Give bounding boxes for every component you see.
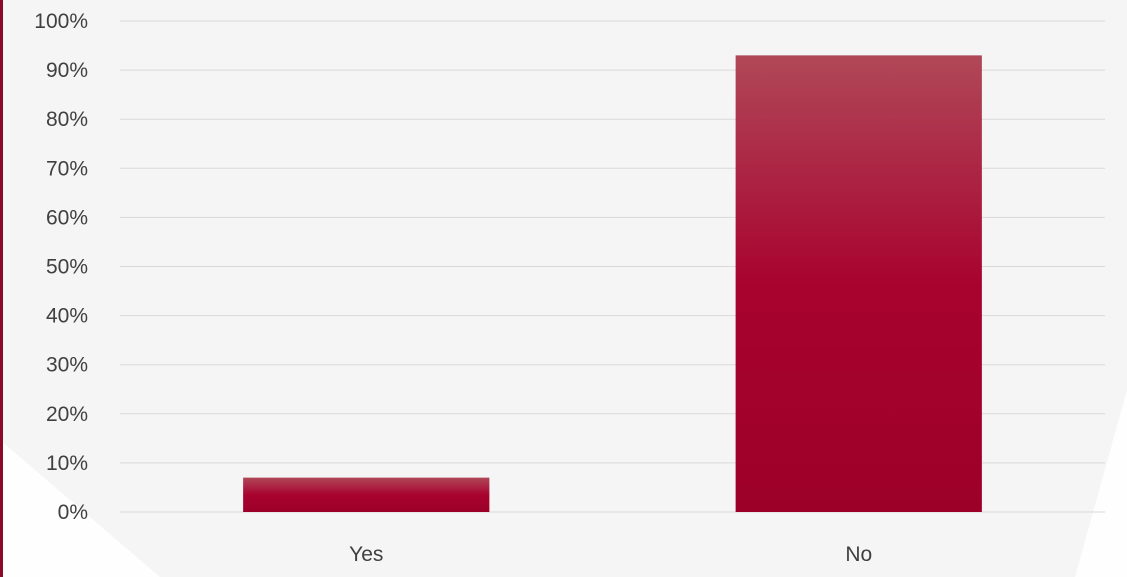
x-axis-categories: Yes No	[349, 543, 872, 566]
y-tick-label: 10%	[46, 452, 88, 475]
bar-no	[735, 55, 982, 513]
y-tick-label: 90%	[46, 59, 88, 82]
y-tick-label: 50%	[46, 256, 88, 279]
y-tick-label: 70%	[46, 157, 88, 180]
y-axis-ticks: 0% 10% 20% 30% 40% 50% 60% 70% 80% 90% 100%	[34, 10, 88, 524]
y-tick-label: 20%	[46, 403, 88, 426]
background-swoosh-right	[1075, 390, 1127, 577]
y-tick-label: 80%	[46, 108, 88, 131]
y-tick-label: 30%	[46, 354, 88, 377]
y-tick-label: 40%	[46, 305, 88, 328]
x-category-label: No	[845, 543, 872, 566]
y-tick-label: 100%	[34, 10, 88, 33]
bar-yes	[243, 477, 490, 512]
y-tick-label: 0%	[58, 501, 88, 524]
y-tick-label: 60%	[46, 206, 88, 229]
background-swoosh-left	[0, 440, 160, 577]
left-accent-border	[0, 0, 3, 577]
x-category-label: Yes	[349, 543, 383, 566]
bars	[243, 55, 982, 513]
